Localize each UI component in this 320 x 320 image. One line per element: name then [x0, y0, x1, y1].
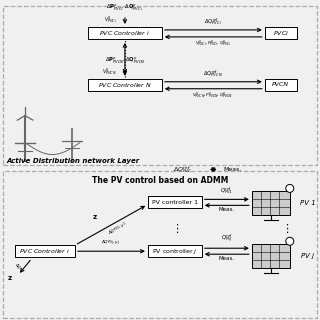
- Text: $V^0_{PVCN}, P^0_{PVCN}, Q^0_{PVCN}$: $V^0_{PVCN}, P^0_{PVCN}, Q^0_{PVCN}$: [192, 91, 233, 101]
- Text: $\Delta \mathbf{P}^p_{PVCi}, \Delta \mathbf{Q}^p_{PVCi}$: $\Delta \mathbf{P}^p_{PVCi}, \Delta \mat…: [106, 3, 143, 13]
- Text: PV controller 1: PV controller 1: [152, 200, 198, 205]
- Bar: [265, 27, 297, 39]
- Bar: [15, 245, 75, 257]
- Text: PV 1: PV 1: [300, 200, 316, 206]
- Text: PVC Controller $i$: PVC Controller $i$: [100, 29, 150, 37]
- Text: $\Delta Q_{..}$: $\Delta Q_{..}$: [12, 262, 24, 275]
- Text: $Q^{\rm ref}_{PVj}$: $Q^{\rm ref}_{PVj}$: [221, 233, 233, 245]
- Text: The PV control based on ADMM: The PV control based on ADMM: [92, 176, 228, 186]
- Text: PVC Controller $i$: PVC Controller $i$: [20, 247, 70, 255]
- Text: $\Delta Q^{\rm ref}_{PVC}$: $\Delta Q^{\rm ref}_{PVC}$: [173, 164, 193, 175]
- Text: $V^0_{PVCi}$: $V^0_{PVCi}$: [104, 14, 117, 25]
- Text: $\vdots$: $\vdots$: [281, 222, 289, 235]
- Text: PVC Controller $N$: PVC Controller $N$: [98, 81, 152, 89]
- Text: $V^0_{PVCN}$: $V^0_{PVCN}$: [102, 66, 117, 77]
- Text: PV $j$: PV $j$: [300, 251, 315, 261]
- Text: $\Delta Q_{PV1}, y_1$: $\Delta Q_{PV1}, y_1$: [107, 219, 129, 237]
- Bar: [88, 27, 162, 39]
- Bar: [265, 79, 297, 91]
- Text: Active Distribution network Layer: Active Distribution network Layer: [6, 157, 139, 164]
- Text: $V^0_{PVCi}, P^0_{PVCi}, Q^0_{PVCi}$: $V^0_{PVCi}, P^0_{PVCi}, Q^0_{PVCi}$: [195, 39, 231, 50]
- Text: Meas.: Meas.: [219, 207, 235, 212]
- Circle shape: [286, 237, 294, 245]
- Text: Meas.: Meas.: [219, 256, 235, 261]
- Text: $\Delta \mathbf{P}^p_{PVCN}, \Delta \mathbf{Q}^p_{PVCN}$: $\Delta \mathbf{P}^p_{PVCN}, \Delta \mat…: [105, 56, 145, 66]
- Text: PVC$i$: PVC$i$: [273, 29, 289, 37]
- Bar: [252, 191, 290, 215]
- Circle shape: [286, 184, 294, 192]
- Bar: [3, 6, 317, 165]
- Text: $\Delta Q^{\rm ref}_{PVCN}$: $\Delta Q^{\rm ref}_{PVCN}$: [203, 68, 223, 79]
- Text: $\Delta Q_{PVj}, y_j$: $\Delta Q_{PVj}, y_j$: [101, 238, 120, 247]
- Text: $\mathbf{z}$: $\mathbf{z}$: [7, 274, 13, 282]
- Bar: [252, 244, 290, 268]
- Text: $\vdots$: $\vdots$: [171, 222, 179, 235]
- Text: Meas.: Meas.: [224, 167, 242, 172]
- Text: $Q^{\rm ref}_{PV1}$: $Q^{\rm ref}_{PV1}$: [220, 186, 233, 196]
- Text: $\Delta Q^{\rm ref}_{PVCi}$: $\Delta Q^{\rm ref}_{PVCi}$: [204, 16, 222, 27]
- Bar: [88, 79, 162, 91]
- Bar: [148, 196, 202, 208]
- Text: PV controller $j$: PV controller $j$: [152, 247, 198, 256]
- Text: PVCN: PVCN: [272, 82, 289, 87]
- Text: $\mathbf{z}$: $\mathbf{z}$: [92, 213, 98, 221]
- Bar: [148, 245, 202, 257]
- Bar: [3, 172, 317, 318]
